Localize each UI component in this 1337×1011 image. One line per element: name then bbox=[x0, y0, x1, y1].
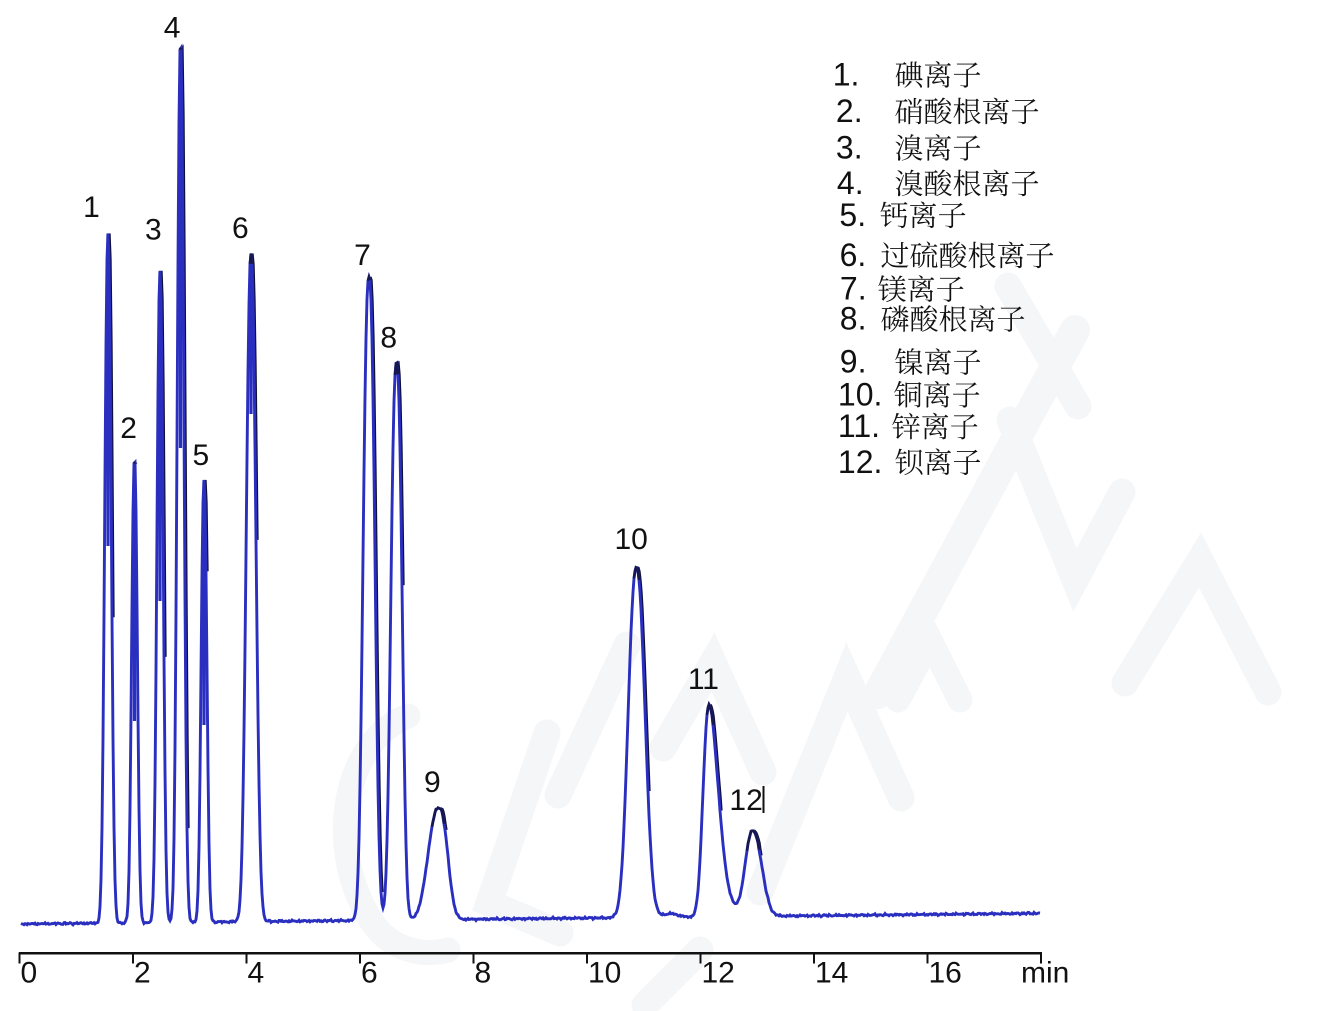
svg-text:7: 7 bbox=[354, 239, 371, 272]
svg-text:1.: 1. bbox=[833, 57, 860, 93]
svg-text:6.: 6. bbox=[840, 237, 867, 273]
svg-text:7.: 7. bbox=[840, 271, 867, 307]
svg-text:2: 2 bbox=[134, 957, 151, 990]
svg-text:4: 4 bbox=[248, 957, 265, 990]
svg-text:4: 4 bbox=[164, 12, 181, 45]
svg-text:6: 6 bbox=[232, 212, 249, 245]
svg-text:5: 5 bbox=[192, 439, 209, 472]
svg-text:4.: 4. bbox=[837, 165, 864, 201]
svg-text:6: 6 bbox=[361, 957, 378, 990]
svg-text:5.: 5. bbox=[839, 197, 866, 233]
svg-text:0: 0 bbox=[21, 957, 38, 990]
svg-text:1: 1 bbox=[83, 191, 100, 224]
svg-text:3: 3 bbox=[145, 214, 162, 247]
svg-text:8: 8 bbox=[475, 957, 492, 990]
svg-text:12.: 12. bbox=[838, 444, 882, 480]
svg-text:10.: 10. bbox=[838, 376, 882, 412]
svg-text:9: 9 bbox=[424, 766, 441, 799]
svg-text:2.: 2. bbox=[836, 93, 863, 129]
svg-text:11.: 11. bbox=[838, 408, 880, 444]
svg-text:8: 8 bbox=[380, 322, 397, 355]
svg-text:16: 16 bbox=[929, 957, 962, 990]
svg-text:11: 11 bbox=[688, 663, 719, 696]
svg-text:8.: 8. bbox=[840, 301, 867, 337]
svg-text:12: 12 bbox=[702, 957, 735, 990]
svg-text:12: 12 bbox=[729, 784, 762, 817]
svg-text:14: 14 bbox=[815, 957, 848, 990]
svg-text:10: 10 bbox=[588, 957, 621, 990]
svg-text:10: 10 bbox=[615, 523, 648, 556]
svg-text:min: min bbox=[1021, 957, 1069, 990]
svg-text:9.: 9. bbox=[840, 344, 867, 380]
svg-text:2: 2 bbox=[120, 412, 137, 445]
svg-text:3.: 3. bbox=[836, 130, 863, 166]
